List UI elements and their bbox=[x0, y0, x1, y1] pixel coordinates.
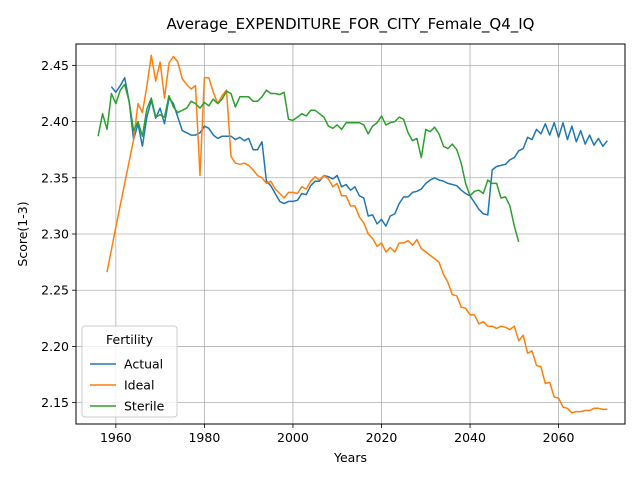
axis-ticks: 1960 1980 2000 2020 2040 2060 2.15 2.20 2.25 2.30… bbox=[41, 58, 574, 445]
y-tick-label: 2.15 bbox=[41, 395, 69, 410]
x-tick-label: 2060 bbox=[543, 430, 575, 445]
y-tick-label: 2.35 bbox=[41, 170, 69, 185]
x-tick-label: 2000 bbox=[277, 430, 309, 445]
series-line-sterile bbox=[97, 83, 520, 243]
legend: Fertility Actual Ideal Sterile bbox=[81, 325, 178, 418]
series-layer bbox=[97, 54, 608, 414]
y-tick-label: 2.25 bbox=[41, 283, 69, 298]
series-line-actual bbox=[110, 76, 608, 227]
chart-title: Average_EXPENDITURE_FOR_CITY_Female_Q4_I… bbox=[166, 15, 534, 34]
y-tick-label: 2.30 bbox=[41, 227, 69, 242]
legend-title: Fertility bbox=[106, 332, 154, 347]
x-axis-label: Years bbox=[333, 450, 367, 465]
legend-label-sterile: Sterile bbox=[124, 399, 165, 414]
x-tick-label: 2020 bbox=[366, 430, 398, 445]
y-axis-label: Score(1-3) bbox=[15, 201, 30, 266]
series-line-ideal bbox=[106, 54, 608, 414]
legend-label-ideal: Ideal bbox=[124, 378, 154, 393]
y-tick-label: 2.45 bbox=[41, 58, 69, 73]
y-tick-label: 2.40 bbox=[41, 114, 69, 129]
x-tick-label: 1980 bbox=[188, 430, 220, 445]
x-tick-label: 1960 bbox=[100, 430, 132, 445]
y-tick-label: 2.20 bbox=[41, 339, 69, 354]
legend-box bbox=[81, 325, 178, 418]
legend-label-actual: Actual bbox=[124, 357, 163, 372]
x-tick-label: 2040 bbox=[454, 430, 486, 445]
